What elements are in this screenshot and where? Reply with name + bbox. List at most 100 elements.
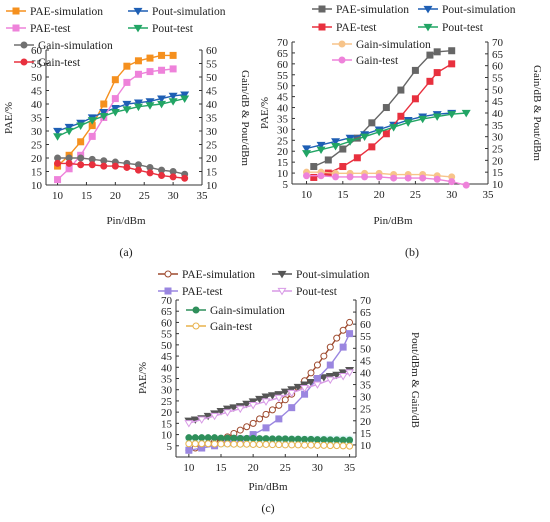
y-left-tick-label: 65: [277, 48, 289, 60]
data-point: [158, 66, 166, 74]
data-point: [261, 398, 271, 406]
y-left-axis-label: PAE/%: [137, 362, 149, 394]
data-point: [262, 435, 270, 443]
y-left-tick-label: 30: [277, 124, 289, 136]
data-point: [418, 115, 428, 124]
legend-label: Pout-simulation: [296, 269, 370, 281]
y-right-tick-label: 60: [206, 45, 218, 57]
legend-item: PAE-test: [312, 22, 377, 34]
legend-item: Gain-test: [186, 321, 253, 333]
legend: PAE-simulation Pout-simulation PAE-test Pou…: [312, 4, 516, 67]
data-point: [222, 405, 232, 414]
legend-swatch-marker: [192, 306, 200, 314]
data-point: [88, 161, 96, 169]
data-point: [275, 415, 283, 423]
x-tick-label: 10: [52, 190, 64, 202]
y-left-tick-label: 55: [161, 329, 173, 341]
y-right-tick-label: 40: [360, 367, 372, 379]
legend-label: Gain-simulation: [210, 305, 285, 317]
series-gain-test: [303, 172, 470, 189]
data-point: [274, 394, 284, 403]
y-left-tick-label: 70: [161, 295, 173, 307]
data-point: [281, 441, 289, 449]
y-left-tick-label: 35: [277, 113, 289, 125]
legend-item: Pout-simulation: [418, 4, 516, 16]
data-point: [191, 440, 199, 448]
data-point: [374, 128, 384, 137]
y-right-tick-label: 25: [206, 140, 218, 152]
data-point: [411, 66, 419, 74]
series-pae-test: [310, 60, 456, 181]
data-point: [332, 371, 342, 380]
data-point: [236, 434, 244, 442]
legend-swatch-marker: [277, 287, 287, 296]
x-tick-label: 35: [344, 462, 356, 474]
legend-swatch-marker: [133, 24, 143, 33]
x-tick-label: 15: [81, 190, 93, 202]
data-point: [281, 396, 289, 404]
y-left-tick-label: 20: [31, 153, 43, 165]
data-point: [184, 420, 194, 428]
data-point: [313, 361, 321, 369]
data-point: [249, 434, 257, 442]
data-point: [157, 95, 167, 103]
y-right-tick-label: 15: [360, 428, 372, 440]
data-point: [326, 436, 334, 444]
y-right-tick-label: 40: [206, 99, 218, 111]
data-point: [338, 369, 348, 377]
data-point: [293, 383, 303, 392]
data-point: [185, 446, 193, 454]
x-axis-label: Pin/dBm: [248, 481, 288, 493]
data-point: [158, 51, 166, 59]
data-point: [419, 174, 427, 182]
data-point: [300, 381, 310, 389]
data-point: [397, 86, 405, 94]
data-point: [185, 434, 193, 442]
data-point: [346, 173, 354, 181]
data-point: [211, 440, 219, 448]
data-point: [331, 143, 341, 151]
data-point: [76, 122, 86, 130]
panel-label: (b): [405, 245, 419, 259]
data-point: [64, 127, 74, 136]
data-point: [248, 398, 258, 406]
x-tick-label: 10: [183, 462, 195, 474]
y-right-tick-label: 50: [360, 343, 372, 355]
data-point: [54, 176, 62, 184]
y-left-tick-label: 15: [161, 418, 173, 430]
data-point: [198, 434, 206, 442]
data-point: [320, 352, 328, 360]
data-point: [432, 113, 442, 121]
data-point: [64, 123, 74, 132]
data-point: [122, 100, 132, 109]
data-point: [307, 435, 315, 443]
data-point: [169, 65, 177, 73]
data-point: [123, 78, 131, 86]
y-left-tick-label: 15: [31, 167, 43, 179]
data-point: [313, 436, 321, 444]
data-point: [316, 146, 326, 155]
data-point: [256, 435, 264, 443]
data-point: [210, 412, 220, 421]
y-left-tick-label: 20: [161, 407, 173, 419]
y-left-tick-label: 65: [161, 306, 173, 318]
data-point: [133, 99, 143, 108]
series-line: [188, 333, 351, 451]
legend: PAE-simulation Pout-simulation PAE-test Pou…: [158, 269, 370, 333]
data-point: [426, 51, 434, 59]
y-right-tick-label: 10: [360, 440, 372, 452]
y-left-tick-label: 35: [161, 374, 173, 386]
y-right-tick-label: 30: [492, 132, 504, 144]
legend-swatch-marker: [423, 5, 433, 14]
data-point: [382, 104, 390, 112]
legend-item: Gain-test: [14, 57, 81, 69]
series-pout-test: [184, 369, 355, 428]
data-point: [223, 440, 231, 448]
data-point: [203, 412, 213, 421]
data-point: [146, 54, 154, 62]
y-right-tick-label: 30: [206, 126, 218, 138]
data-point: [361, 173, 369, 181]
data-point: [249, 440, 257, 448]
data-point: [53, 133, 63, 141]
data-point: [325, 376, 335, 385]
